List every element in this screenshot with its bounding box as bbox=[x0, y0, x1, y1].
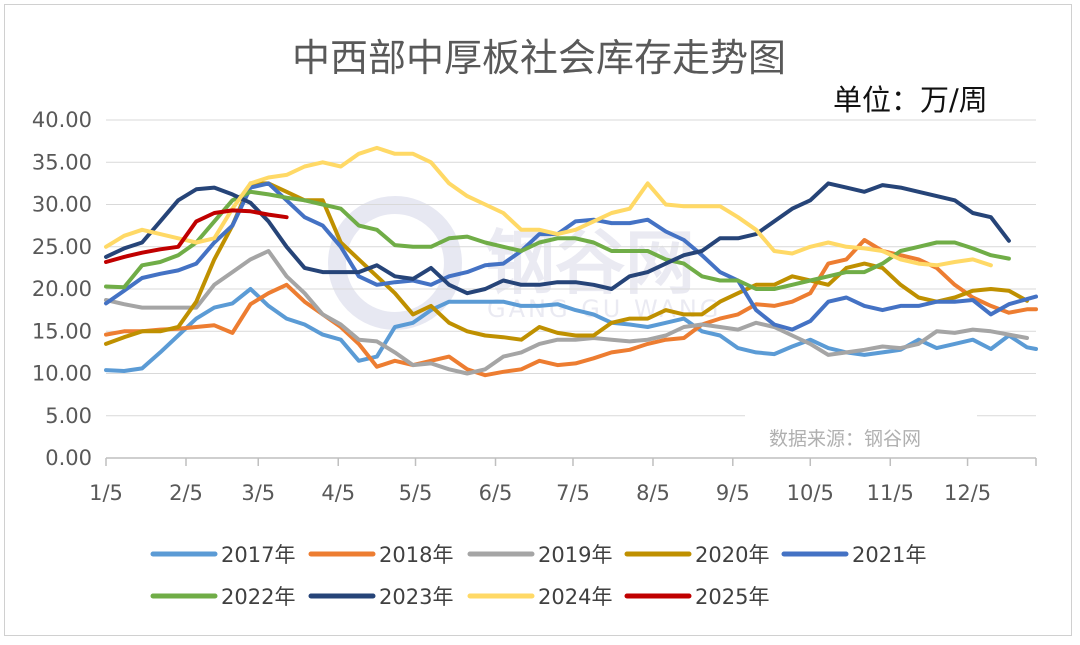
series-line-2024 bbox=[104, 145, 993, 268]
x-tick-label: 3/5 bbox=[241, 481, 275, 505]
legend: 2017年 2018年 2019年 2020年 2021年 2022年 2023年 2024年… bbox=[150, 543, 926, 609]
watermark-logo-text: 钢谷网 bbox=[485, 222, 695, 304]
legend-label: 2017年 bbox=[221, 543, 295, 567]
legend-label: 2018年 bbox=[379, 543, 453, 567]
series-line-2023 bbox=[104, 181, 1011, 296]
legend-item: 2023年 bbox=[308, 585, 453, 609]
y-tick-label: 5.00 bbox=[45, 404, 92, 428]
legend-item: 2017年 bbox=[150, 543, 295, 567]
series-line-2025 bbox=[104, 208, 289, 264]
legend-label: 2021年 bbox=[852, 543, 926, 567]
x-tick-label: 8/5 bbox=[636, 481, 670, 505]
y-tick-label: 35.00 bbox=[32, 150, 92, 174]
y-tick-label: 30.00 bbox=[32, 193, 92, 217]
unit-label: 单位：万/周 bbox=[833, 83, 988, 117]
legend-label: 2024年 bbox=[538, 585, 612, 609]
legend-item: 2020年 bbox=[624, 543, 769, 567]
x-tick-label: 7/5 bbox=[556, 481, 590, 505]
legend-label: 2025年 bbox=[695, 585, 769, 609]
y-tick-label: 10.00 bbox=[32, 362, 92, 386]
legend-label: 2022年 bbox=[221, 585, 295, 609]
legend-item: 2018年 bbox=[308, 543, 453, 567]
x-tick-label: 9/5 bbox=[716, 481, 750, 505]
y-axis-ticks: 0.00 5.00 10.00 15.00 20.00 25.00 30.00 35.00 40… bbox=[32, 108, 92, 470]
y-tick-label: 25.00 bbox=[32, 235, 92, 259]
legend-label: 2019年 bbox=[538, 543, 612, 567]
legend-item: 2021年 bbox=[781, 543, 926, 567]
legend-item: 2022年 bbox=[150, 585, 295, 609]
chart-title: 中西部中厚板社会库存走势图 bbox=[292, 36, 786, 80]
series-line-2022 bbox=[104, 189, 1011, 291]
y-tick-label: 0.00 bbox=[45, 446, 92, 470]
grid-lines bbox=[106, 119, 1036, 417]
line-chart: 钢谷网 GANG GU WANG 中西部中厚板社会库存走势图 单位：万/周 0.… bbox=[32, 36, 1038, 609]
series-line-2021 bbox=[104, 181, 1038, 332]
x-tick-label: 2/5 bbox=[169, 481, 203, 505]
x-tick-label: 5/5 bbox=[399, 481, 433, 505]
y-tick-label: 40.00 bbox=[32, 108, 92, 132]
x-tick-label: 12/5 bbox=[944, 481, 991, 505]
source-note-bg bbox=[745, 415, 977, 455]
x-tick-label: 10/5 bbox=[787, 481, 834, 505]
chart-frame: 钢谷网 GANG GU WANG 中西部中厚板社会库存走势图 单位：万/周 0.… bbox=[4, 4, 1072, 636]
series-layer bbox=[104, 145, 1038, 378]
legend-item: 2019年 bbox=[467, 543, 612, 567]
legend-label: 2023年 bbox=[379, 585, 453, 609]
x-tick-label: 4/5 bbox=[321, 481, 355, 505]
x-tick-label: 6/5 bbox=[479, 481, 513, 505]
x-axis-ticks: 1/5 2/5 3/5 4/5 5/5 6/5 7/5 8/5 9/5 10/5 11/5 12/5 bbox=[89, 458, 1037, 505]
x-tick-label: 1/5 bbox=[89, 481, 123, 505]
legend-label: 2020年 bbox=[695, 543, 769, 567]
legend-item: 2025年 bbox=[624, 585, 769, 609]
source-note: 数据来源：钢谷网 bbox=[769, 428, 921, 450]
series-line-2017 bbox=[104, 287, 1038, 373]
y-tick-label: 15.00 bbox=[32, 319, 92, 343]
watermark: 钢谷网 GANG GU WANG bbox=[328, 196, 718, 330]
legend-item: 2024年 bbox=[467, 585, 612, 609]
series-line-2019 bbox=[104, 249, 1029, 376]
x-tick-label: 11/5 bbox=[867, 481, 914, 505]
y-tick-label: 20.00 bbox=[32, 277, 92, 301]
